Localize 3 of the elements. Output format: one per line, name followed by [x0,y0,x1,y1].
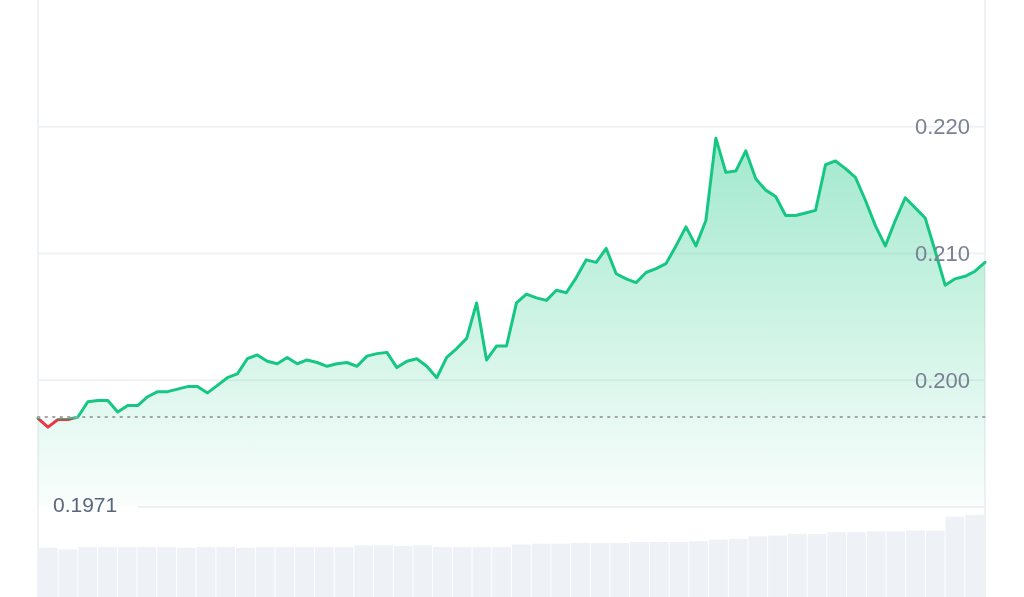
annotation: 0.1971 [53,493,118,516]
y-tick-label: 0.220 [914,114,970,140]
y-tick-label: 0.200 [914,367,970,393]
